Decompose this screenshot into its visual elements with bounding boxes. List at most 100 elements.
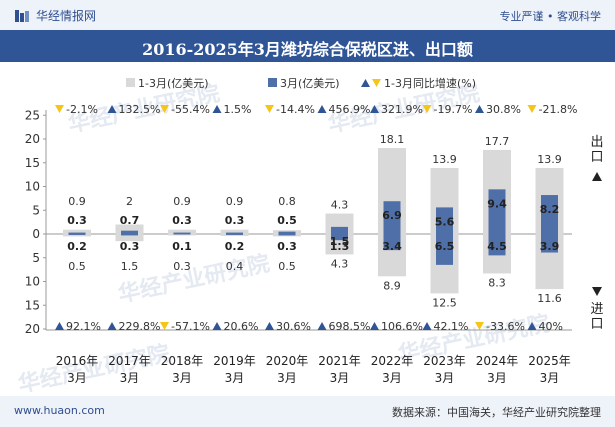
bar-import-monthly xyxy=(226,234,243,235)
label-export-monthly: 0.3 xyxy=(67,214,87,227)
legend-swatch-cumulative xyxy=(126,78,135,87)
label-export-cumulative: 18.1 xyxy=(380,133,405,146)
growth-export-label: -55.4% xyxy=(171,103,210,116)
label-export-monthly: 8.2 xyxy=(540,203,560,216)
bar-export-monthly xyxy=(488,189,506,234)
label-import-monthly: 0.2 xyxy=(225,240,245,253)
y-tick-label: 10 xyxy=(25,275,40,289)
x-tick-label-year: 2020年 xyxy=(266,354,309,368)
label-export-cumulative: 0.9 xyxy=(226,195,244,208)
bar-export-cumulative xyxy=(220,229,249,234)
label-import-cumulative: 4.3 xyxy=(331,257,349,270)
brand-name: 华经情报网 xyxy=(36,9,97,23)
label-import-cumulative: 0.3 xyxy=(173,260,191,273)
watermark-text: 华经产业研究院 xyxy=(116,250,272,307)
bar-export-cumulative xyxy=(115,224,144,234)
x-tick-label-year: 2016年 xyxy=(56,354,99,368)
bar-import-monthly xyxy=(68,234,86,235)
growth-export-triangle xyxy=(527,105,537,113)
label-export-cumulative: 17.7 xyxy=(485,135,510,148)
label-import-monthly: 3.4 xyxy=(382,240,402,253)
bar-import-monthly xyxy=(278,234,296,236)
growth-export-label: -14.4% xyxy=(276,103,315,116)
label-import-cumulative: 0.4 xyxy=(226,260,244,273)
bar-export-monthly xyxy=(68,232,86,234)
export-arrow-up xyxy=(592,172,602,181)
import-side-label-char: 进 xyxy=(590,302,603,317)
x-tick-label-year: 2024年 xyxy=(476,354,519,368)
bar-export-monthly xyxy=(436,207,453,234)
x-tick-label-month: 3月 xyxy=(382,371,402,385)
label-import-cumulative: 8.9 xyxy=(383,279,401,292)
x-tick-label-year: 2018年 xyxy=(161,354,204,368)
label-import-monthly: 3.9 xyxy=(540,240,560,253)
growth-export-label: -2.1% xyxy=(66,103,98,116)
bar-import-cumulative xyxy=(63,234,91,237)
label-import-monthly: 0.1 xyxy=(172,240,192,253)
growth-export-triangle xyxy=(107,105,117,113)
legend-triangle-down xyxy=(372,79,381,87)
x-tick-label-month: 3月 xyxy=(330,371,350,385)
label-import-monthly: 6.5 xyxy=(435,240,455,253)
growth-export-triangle xyxy=(160,105,169,113)
data-source: 数据来源：中国海关，华经产业研究院整理 xyxy=(392,406,601,419)
growth-import-label: 20.6% xyxy=(224,320,259,333)
footer-bar: www.huaon.com 数据来源：中国海关，华经产业研究院整理 xyxy=(0,396,615,427)
label-import-monthly: 0.2 xyxy=(67,240,87,253)
growth-import-triangle xyxy=(370,322,379,330)
label-export-monthly: 0.3 xyxy=(172,214,192,227)
chart-canvas: 华经产业研究院 华经产业研究院华经产业研究院华经产业研究院华经产业研究院1-3月(… xyxy=(16,76,604,396)
label-export-cumulative: 13.9 xyxy=(537,153,562,166)
bar-import-monthly xyxy=(436,234,453,265)
growth-import-label: -33.6% xyxy=(486,320,525,333)
growth-import-triangle xyxy=(527,322,537,330)
label-export-cumulative: 4.3 xyxy=(331,199,349,212)
x-tick-label-month: 3月 xyxy=(225,371,245,385)
label-import-monthly: 0.3 xyxy=(120,240,140,253)
x-tick-label-year: 2023年 xyxy=(423,354,466,368)
y-tick-label: 25 xyxy=(25,108,40,122)
x-tick-label-month: 3月 xyxy=(487,371,507,385)
label-export-cumulative: 13.9 xyxy=(432,153,457,166)
slogan: 专业严谨 • 客观科学 xyxy=(499,10,601,23)
x-tick-label-year: 2022年 xyxy=(371,354,414,368)
y-tick-label: 15 xyxy=(25,156,40,170)
growth-export-label: -21.8% xyxy=(539,103,578,116)
bar-import-monthly xyxy=(488,234,506,256)
legend-label-growth: 1-3月同比增速(%) xyxy=(384,76,476,90)
bar-export-monthly xyxy=(121,230,138,234)
growth-import-label: 106.6% xyxy=(381,320,423,333)
y-tick-label: 20 xyxy=(25,132,40,146)
growth-import-triangle xyxy=(160,322,169,330)
bar-export-cumulative xyxy=(168,229,196,234)
label-export-cumulative: 0.9 xyxy=(68,195,86,208)
label-export-monthly: 0.3 xyxy=(225,214,245,227)
growth-import-triangle xyxy=(422,322,432,330)
growth-import-triangle xyxy=(317,322,327,330)
bar-import-cumulative xyxy=(115,234,144,242)
bar-import-monthly xyxy=(331,234,348,241)
growth-import-label: 92.1% xyxy=(66,320,101,333)
label-export-monthly: 0.5 xyxy=(277,214,297,227)
label-import-cumulative: 12.5 xyxy=(432,296,457,309)
import-side-label-char: 口 xyxy=(590,317,603,332)
growth-export-label: 132.5% xyxy=(119,103,161,116)
growth-export-triangle xyxy=(317,105,327,113)
x-tick-label-year: 2017年 xyxy=(108,354,151,368)
export-side-label-char: 口 xyxy=(590,150,603,165)
x-tick-label-month: 3月 xyxy=(172,371,192,385)
growth-import-label: 229.8% xyxy=(119,320,161,333)
x-tick-label-year: 2025年 xyxy=(528,354,571,368)
legend-label-cumulative: 1-3月(亿美元) xyxy=(138,77,209,90)
label-import-monthly: 0.3 xyxy=(277,240,297,253)
label-export-cumulative: 0.8 xyxy=(278,195,296,208)
import-arrow-down xyxy=(592,287,602,296)
export-side-label-char: 出 xyxy=(590,135,603,150)
x-tick-label-month: 3月 xyxy=(67,371,87,385)
growth-export-label: 1.5% xyxy=(224,103,252,116)
bar-export-monthly xyxy=(226,232,243,234)
legend-triangle-up xyxy=(361,79,370,87)
growth-export-triangle xyxy=(475,105,484,113)
x-tick-label-month: 3月 xyxy=(277,371,297,385)
growth-export-triangle xyxy=(370,105,379,113)
